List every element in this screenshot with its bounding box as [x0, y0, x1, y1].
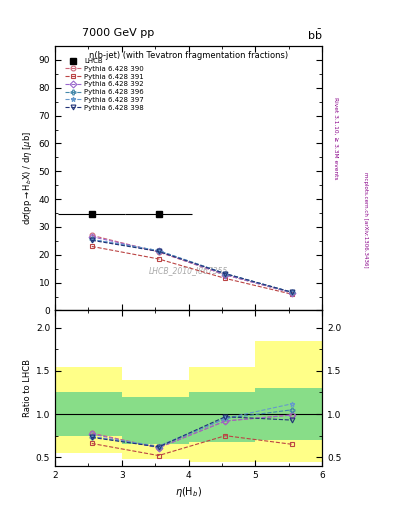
- Legend: LHCB, Pythia 6.428 390, Pythia 6.428 391, Pythia 6.428 392, Pythia 6.428 396, Py: LHCB, Pythia 6.428 390, Pythia 6.428 391…: [64, 57, 144, 111]
- Text: b$\mathsf{\bar{b}}$: b$\mathsf{\bar{b}}$: [307, 28, 322, 42]
- Text: 7000 GeV pp: 7000 GeV pp: [82, 28, 154, 38]
- Y-axis label: d$\sigma$(pp$\rightarrow$H$_b$X) / d$\eta$ [$\mu$b]: d$\sigma$(pp$\rightarrow$H$_b$X) / d$\et…: [22, 131, 35, 225]
- Text: η(b-jet) (with Tevatron fragmentation fractions): η(b-jet) (with Tevatron fragmentation fr…: [89, 51, 288, 60]
- X-axis label: $\eta$(H$_b$): $\eta$(H$_b$): [175, 485, 202, 499]
- Y-axis label: Ratio to LHCB: Ratio to LHCB: [23, 359, 31, 417]
- Text: mcplots.cern.ch [arXiv:1306.3436]: mcplots.cern.ch [arXiv:1306.3436]: [363, 173, 368, 268]
- Text: LHCB_2010_I867355: LHCB_2010_I867355: [149, 266, 228, 275]
- Text: Rivet 3.1.10, ≥ 3.3M events: Rivet 3.1.10, ≥ 3.3M events: [334, 97, 338, 180]
